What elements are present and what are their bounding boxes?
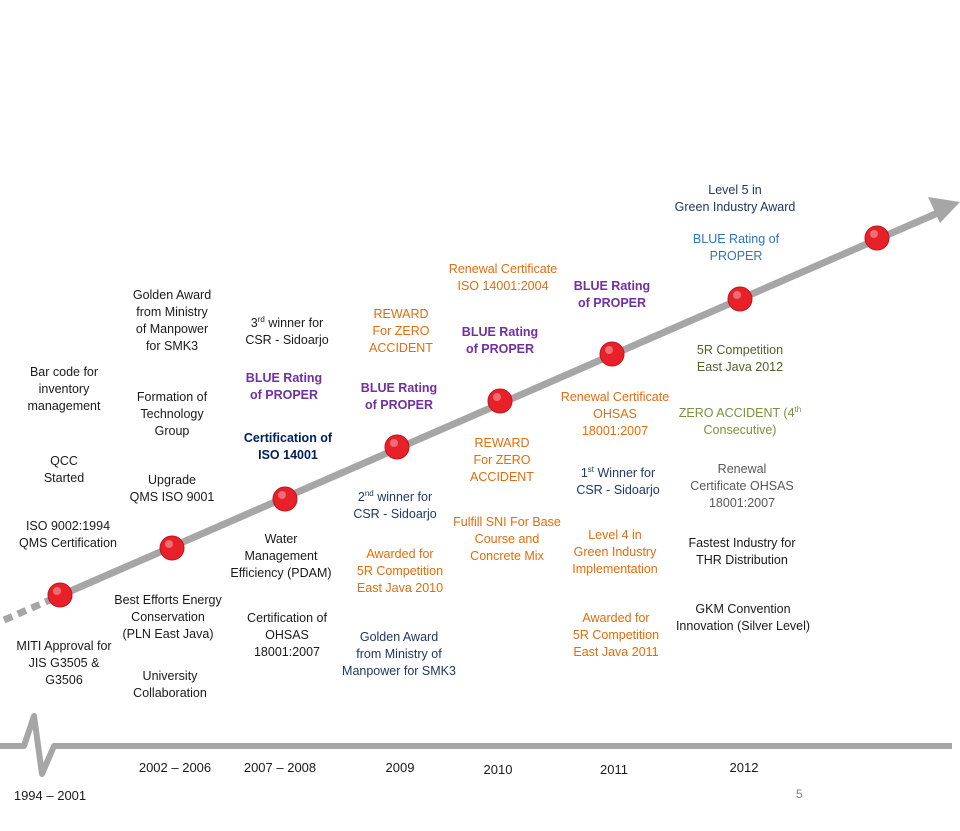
label-tech-group: Formation of Technology Group [136, 390, 208, 438]
label-5r-2011: Awarded for 5R Competition East Java 201… [572, 611, 660, 659]
dot-2011-highlight [605, 346, 613, 354]
dot-2010-highlight [493, 393, 501, 401]
label-blue-proper-2010: BLUE Rating of PROPER [461, 325, 539, 356]
dot-1994-2001 [47, 582, 73, 608]
label-reward-2010: REWARD For ZERO ACCIDENT [470, 436, 534, 484]
label-renewal-ohsas-2012: Renewal Certificate OHSAS 18001:2007 [690, 462, 794, 510]
label-level5: Level 5 in Green Industry Award [674, 183, 796, 214]
dot-future [864, 225, 890, 251]
dot-2009-highlight [390, 439, 398, 447]
period-2009: 2009 [385, 760, 415, 775]
label-water: Water Management Efficiency (PDAM) [230, 532, 332, 580]
page-number: 5 [796, 787, 803, 801]
label-blue-proper-2009: BLUE Rating of PROPER [360, 381, 438, 412]
label-energy: Best Efforts Energy Conservation (PLN Ea… [114, 593, 222, 641]
label-zero-accident: ZERO ACCIDENT (4th Consecutive) [678, 404, 802, 437]
label-qcc: QCC Started [43, 454, 85, 485]
dot-2002-2006-highlight [165, 540, 173, 548]
label-renewal-ohsas-2011: Renewal Certificate OHSAS 18001:2007 [560, 390, 670, 438]
period-2011: 2011 [600, 762, 628, 777]
dot-2002-2006 [159, 535, 185, 561]
label-5r-2012: 5R Competition East Java 2012 [696, 343, 784, 374]
label-university: University Collaboration [133, 669, 207, 700]
label-csr-2007: 3rd winner for CSR - Sidoarjo [245, 314, 329, 347]
dot-2012 [727, 286, 753, 312]
dot-2012-highlight [733, 291, 741, 299]
label-ohsas-2007: Certification of OHSAS 18001:2007 [247, 611, 327, 659]
dot-1994-2001-highlight [53, 587, 61, 595]
label-bar-code: Bar code for inventory management [27, 365, 101, 413]
label-csr-2009: 2nd winner for CSR - Sidoarjo [353, 488, 437, 521]
label-blue-proper-2007: BLUE Rating of PROPER [245, 371, 323, 402]
label-csr-2011: 1st Winner for CSR - Sidoarjo [576, 464, 660, 497]
label-qms9001: Upgrade QMS ISO 9001 [129, 473, 215, 504]
dot-2009 [384, 434, 410, 460]
label-fastest: Fastest Industry for THR Distribution [688, 536, 796, 567]
time-axis [0, 713, 952, 777]
label-level4: Level 4 in Green Industry Implementation [572, 528, 658, 576]
label-5r-2010: Awarded for 5R Competition East Java 201… [356, 547, 444, 595]
period-1994-2001: 1994 – 2001 [13, 788, 87, 803]
dot-2010 [487, 388, 513, 414]
label-blue-proper-2011: BLUE Rating of PROPER [573, 279, 651, 310]
dot-2007-2008 [272, 486, 298, 512]
milestone-dots [47, 225, 890, 608]
label-iso14001: Certification of ISO 14001 [243, 431, 333, 462]
label-renewal-iso: Renewal Certificate ISO 14001:2004 [448, 262, 558, 293]
period-2012: 2012 [729, 760, 759, 775]
label-gkm: GKM Convention Innovation (Silver Level) [675, 602, 811, 633]
label-reward-2009: REWARD For ZERO ACCIDENT [369, 307, 433, 355]
dot-2007-2008-highlight [278, 491, 286, 499]
growth-arrow-head [928, 197, 960, 223]
label-miti: MITI Approval for JIS G3505 & G3506 [16, 639, 112, 687]
label-golden-award-2009: Golden Award from Ministry of Manpower f… [342, 630, 456, 678]
label-iso9002: ISO 9002:1994 QMS Certification [19, 519, 117, 550]
period-2002-2006: 2002 – 2006 [138, 760, 212, 775]
label-sni: Fulfill SNI For Base Course and Concrete… [453, 515, 561, 563]
period-2007-2008: 2007 – 2008 [243, 760, 317, 775]
label-golden-award-2002: Golden Award from Ministry of Manpower f… [132, 288, 212, 353]
dot-future-highlight [870, 230, 878, 238]
arrow-dashed-start [2, 596, 52, 624]
dot-2011 [599, 341, 625, 367]
period-2010: 2010 [483, 762, 513, 777]
label-blue-proper-2012: BLUE Rating of PROPER [692, 232, 780, 263]
